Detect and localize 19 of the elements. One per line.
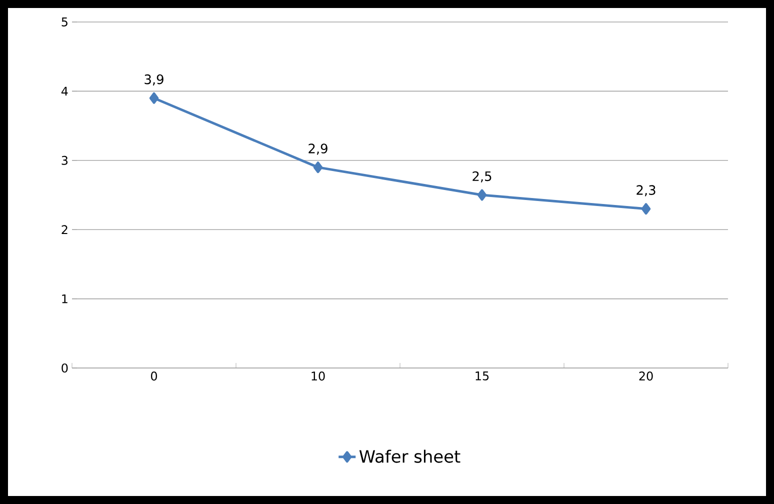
x-tick-label: 10 (312, 372, 325, 381)
y-tick-label: 5 (62, 18, 68, 26)
y-tick-label: 4 (61, 86, 68, 96)
x-tick-label: 15 (476, 372, 489, 380)
legend-label: Wafer sheet (359, 450, 460, 463)
x-tick-label: 0 (150, 372, 158, 381)
y-tick-label: 3 (62, 156, 68, 165)
point (641, 203, 651, 215)
y-tick-label: 0 (62, 363, 68, 373)
x-tick-label: 20 (639, 372, 653, 381)
data-label: 2,5 (472, 171, 492, 182)
point (149, 92, 159, 104)
point (313, 162, 323, 174)
y-tick-label: 2 (62, 225, 68, 234)
data-label: 3,9 (144, 74, 164, 86)
data-label: 2,3 (636, 185, 656, 196)
y-tick-label: 1 (62, 294, 68, 304)
point (477, 189, 487, 201)
data-label: 2,9 (308, 144, 328, 155)
